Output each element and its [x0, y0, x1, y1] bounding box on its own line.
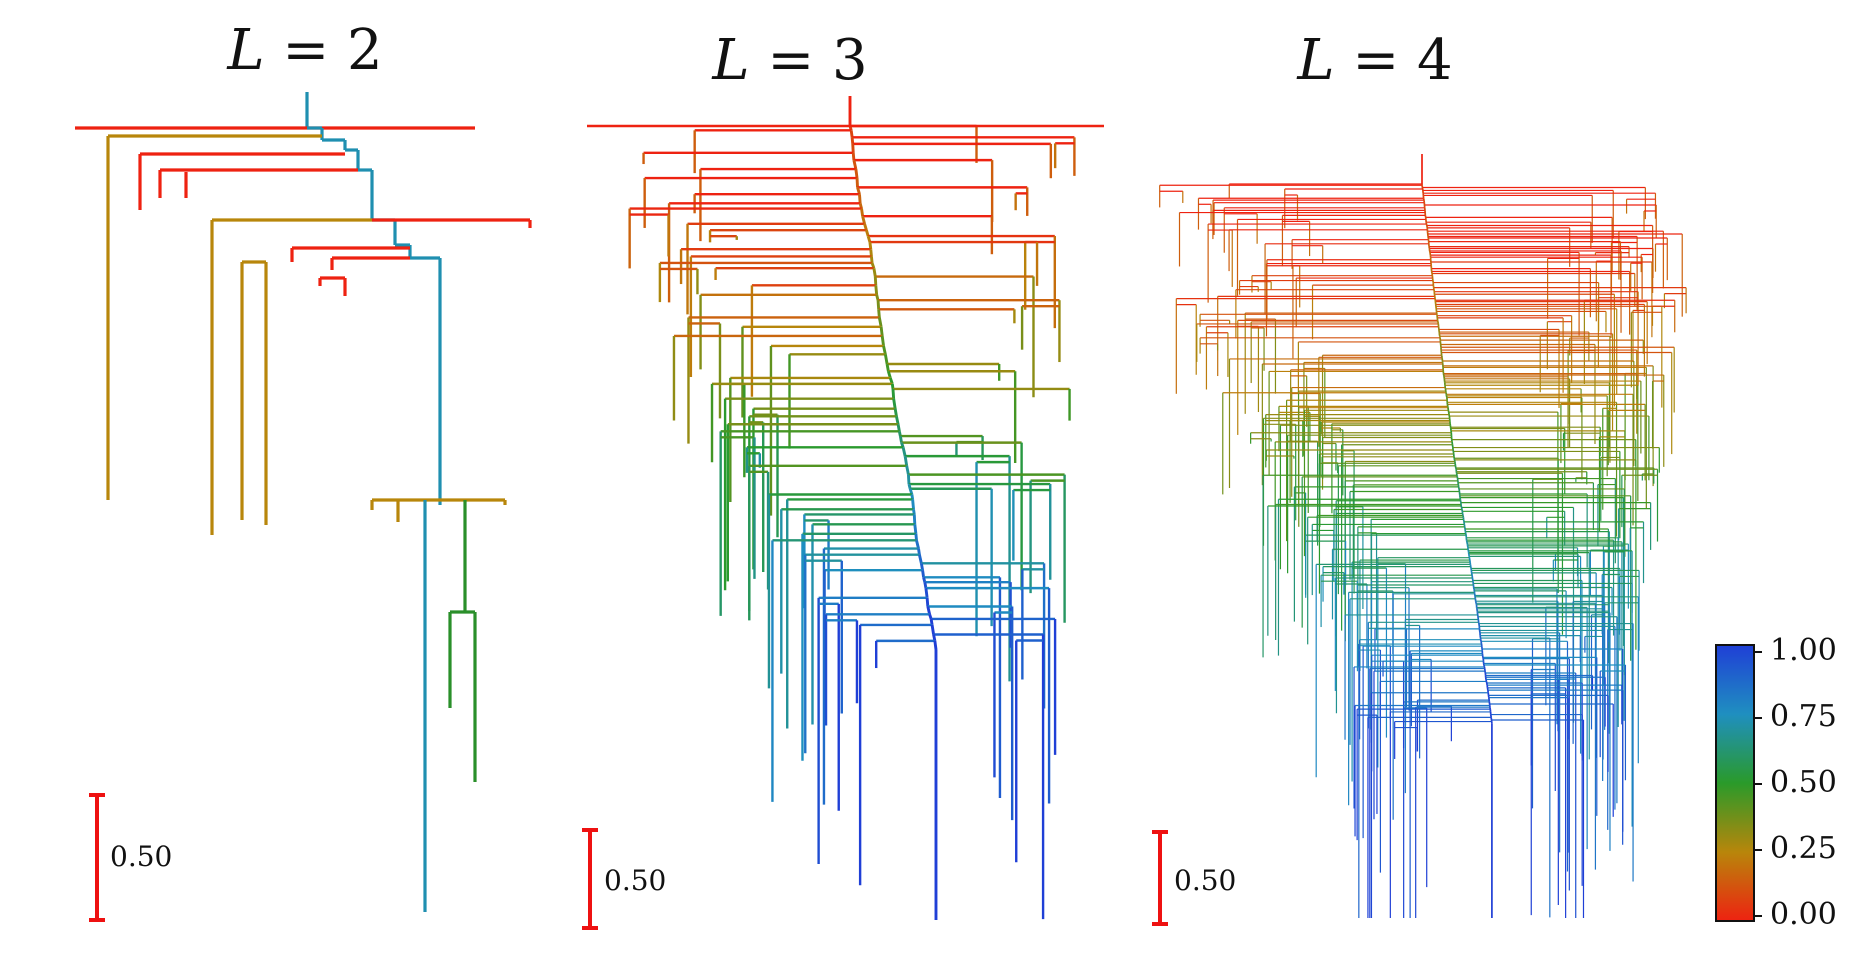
trunk-segment — [851, 152, 856, 161]
trunk-segment — [895, 416, 900, 425]
colorbar-ticks — [1754, 651, 1762, 917]
trunk-segment — [912, 514, 917, 525]
trunk-segment — [877, 309, 881, 318]
colorbar-tick-3: 0.50 — [1770, 765, 1837, 800]
trunk-segment — [865, 229, 870, 237]
trunk-segment — [893, 408, 898, 417]
scale-bar-L3 — [582, 828, 598, 930]
colorbar-tick-2: 0.75 — [1770, 699, 1837, 734]
dendrogram-L4 — [1159, 154, 1687, 918]
trunk-segment — [880, 335, 885, 347]
trunk-segment — [926, 606, 932, 615]
trunk-segment — [874, 285, 879, 295]
trunk-segment — [903, 455, 909, 467]
trunk-segment — [850, 137, 855, 145]
trunk-segment — [913, 524, 918, 534]
panel-title-L2: L = 2 — [227, 18, 383, 83]
trunk-segment — [872, 267, 877, 277]
trunk-segment — [890, 383, 895, 390]
trunk-segment — [875, 294, 880, 301]
dendrogram-L2 — [75, 92, 532, 912]
trunk-segment — [858, 194, 862, 204]
trunk-segment — [907, 483, 912, 490]
trunk-segment — [891, 388, 896, 399]
colorbar-tick-1: 1.00 — [1770, 633, 1837, 668]
dendrogram-L3 — [587, 96, 1104, 920]
trunk-segment — [918, 554, 923, 564]
trunk-segment — [885, 363, 890, 372]
trunk-segment — [849, 130, 854, 138]
trunk-segment — [925, 597, 930, 607]
trunk-segment — [860, 208, 865, 217]
scale-label-L3: 0.50 — [604, 864, 667, 897]
trunk-segment — [866, 235, 872, 243]
trunk-segment — [898, 435, 903, 443]
panel-title-L4: L = 4 — [1297, 28, 1453, 93]
trunk-segment — [906, 474, 911, 485]
scale-label-L4: 0.50 — [1174, 864, 1237, 897]
trunk-segment — [892, 398, 897, 409]
trunk-segment — [933, 640, 938, 650]
trunk-segment — [877, 317, 883, 328]
scale-bar-L2 — [89, 793, 105, 922]
panel-title-L3: L = 3 — [712, 28, 868, 93]
trunk-segment — [930, 624, 936, 635]
trunk-segment — [897, 431, 902, 437]
trunk-segment — [852, 159, 858, 170]
colorbar — [1715, 644, 1755, 922]
trunk-segment — [923, 581, 928, 589]
trunk-segment — [924, 587, 929, 599]
colorbar-tick-4: 0.25 — [1770, 831, 1837, 866]
trunk-segment — [873, 276, 878, 286]
colorbar-tick-5: 0.00 — [1770, 897, 1837, 932]
trunk-segment — [876, 300, 881, 310]
trunk-segment — [905, 465, 910, 475]
scale-bar-L4 — [1152, 830, 1168, 926]
trunk-segment — [882, 345, 887, 355]
scale-label-L2: 0.50 — [110, 840, 173, 873]
trunk-segment — [901, 446, 907, 457]
trunk-segment — [861, 215, 866, 225]
trunk-segment — [921, 569, 926, 578]
trunk-segment — [928, 613, 933, 620]
trunk-segment — [915, 540, 920, 549]
trunk-segment — [883, 354, 889, 365]
trunk-segment — [879, 326, 884, 337]
trunk-segment — [854, 168, 859, 179]
trunk-segment — [869, 249, 873, 257]
trunk-segment — [922, 576, 927, 583]
trunk-segment — [911, 499, 915, 510]
